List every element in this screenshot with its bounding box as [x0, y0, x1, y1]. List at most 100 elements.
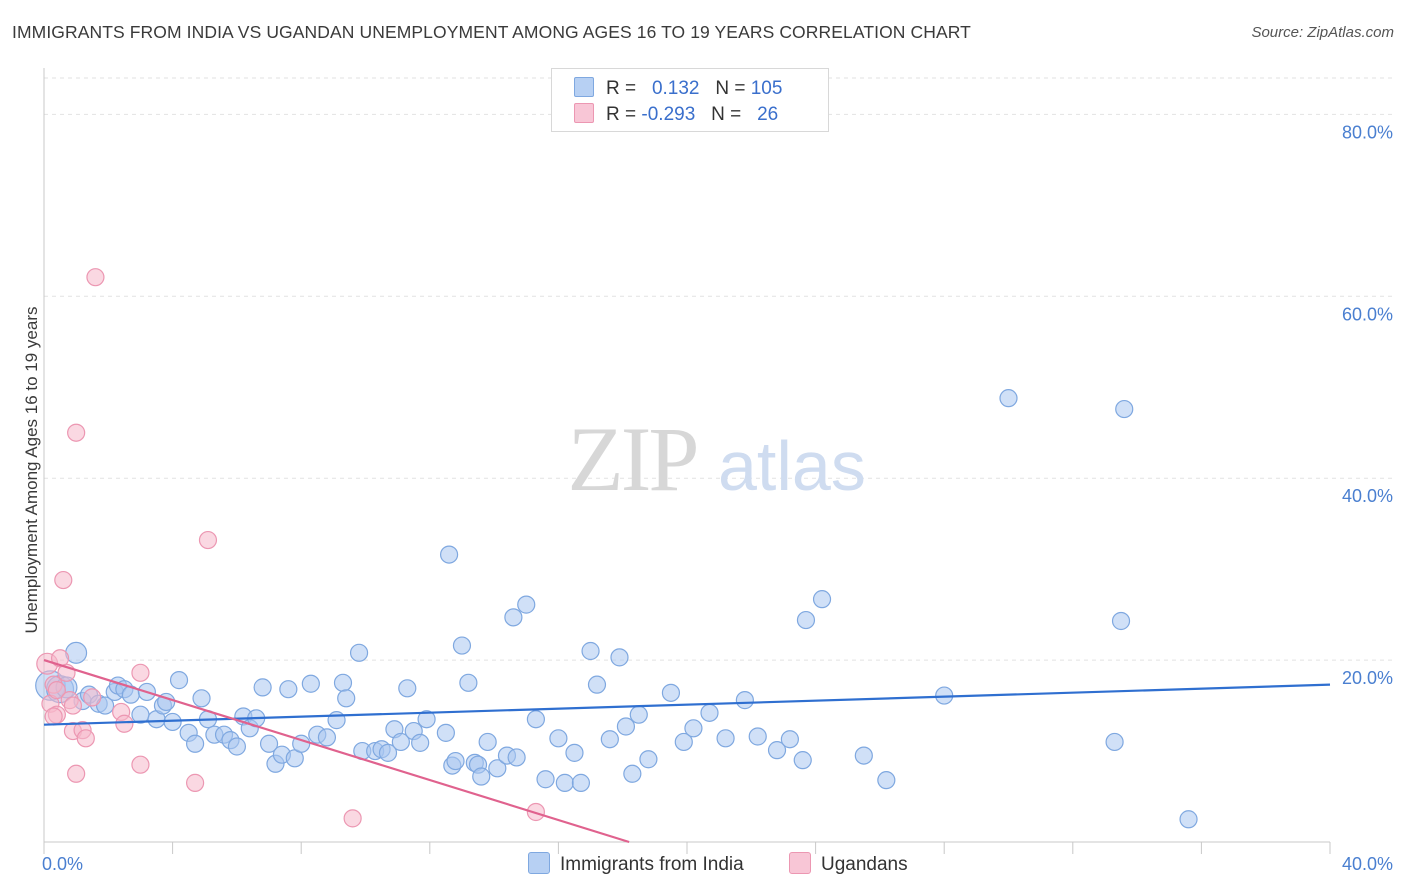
india-point-88 [735, 691, 754, 710]
uganda-swatch [574, 103, 594, 123]
india-point-89 [748, 727, 767, 746]
india-point-47 [378, 743, 398, 762]
india-point-95 [854, 746, 873, 765]
points-layer [35, 268, 1198, 829]
india-point-18 [169, 671, 189, 690]
legend-row-uganda: R = -0.293 N = 26 [574, 103, 778, 129]
x-tick-label-1: 40.0% [1342, 854, 1393, 874]
india-point-67 [507, 748, 526, 767]
india-point-83 [661, 683, 681, 702]
watermark-zip: ZIP [568, 408, 697, 510]
y-tick-label-2: 60.0% [1342, 304, 1393, 324]
india-point-40 [327, 711, 346, 730]
india-point-71 [549, 729, 568, 748]
india-point-75 [581, 641, 600, 661]
india-point-90 [767, 741, 787, 760]
bottom-legend-india: Immigrants from India [528, 852, 744, 876]
chart-source: Source: ZipAtlas.com [1251, 24, 1394, 41]
india-point-69 [526, 710, 545, 729]
india-point-84 [674, 732, 693, 752]
watermark-atlas: atlas [718, 427, 866, 505]
india-point-92 [793, 751, 812, 770]
india-point-43 [349, 643, 369, 662]
india-point-58 [452, 636, 472, 655]
india-point-59 [459, 673, 478, 692]
uganda-point-4 [47, 681, 66, 700]
india-point-91 [780, 730, 799, 749]
x-tick-label-0: 0.0% [42, 854, 83, 874]
bottom-legend-india-label: Immigrants from India [560, 854, 744, 875]
india-point-50 [398, 679, 417, 698]
bottom-legend-uganda-swatch [789, 852, 811, 874]
uganda-point-14 [83, 688, 102, 707]
india-point-99 [1105, 732, 1124, 752]
india-point-7 [95, 696, 115, 715]
watermark: ZIP atlas [568, 408, 866, 510]
india-point-78 [610, 648, 629, 667]
india-point-81 [629, 705, 648, 724]
uganda-point-25 [63, 696, 83, 715]
uganda-point-18 [131, 663, 150, 682]
india-point-26 [227, 737, 246, 756]
india-point-55 [439, 545, 459, 564]
trend-layer [43, 659, 1331, 844]
india-r-label: R = [606, 78, 637, 99]
india-point-102 [1179, 810, 1198, 829]
india-point-30 [253, 678, 272, 697]
india-point-62 [472, 767, 491, 786]
india-point-54 [436, 723, 455, 742]
india-point-86 [700, 703, 719, 722]
india-point-79 [616, 717, 636, 736]
india-point-41 [333, 673, 353, 692]
uganda-point-22 [343, 809, 362, 828]
uganda-point-24 [44, 707, 63, 726]
india-point-21 [192, 689, 211, 708]
axes-layer [43, 68, 1331, 854]
india-point-37 [301, 674, 320, 693]
uganda-point-6 [54, 570, 73, 590]
uganda-r-value: -0.293 [641, 104, 696, 125]
india-point-85 [684, 719, 703, 738]
legend-row-india: R = 0.132 N = 105 [574, 77, 782, 103]
india-point-52 [411, 733, 430, 752]
india-point-76 [587, 675, 607, 694]
y-tick-label-1: 40.0% [1342, 486, 1393, 506]
india-point-74 [571, 773, 591, 792]
uganda-r-label: R = [606, 104, 637, 125]
uganda-point-15 [86, 268, 105, 287]
india-point-72 [555, 773, 574, 792]
india-point-66 [504, 608, 523, 627]
uganda-trend-line [43, 659, 630, 844]
uganda-point-20 [186, 773, 205, 792]
india-point-53 [417, 710, 436, 729]
india-point-20 [186, 734, 205, 753]
india-point-49 [391, 732, 410, 752]
uganda-point-17 [115, 714, 134, 733]
uganda-point-11 [67, 764, 86, 783]
india-point-31 [259, 734, 279, 753]
bottom-legend-india-swatch [528, 852, 550, 874]
india-point-34 [279, 680, 298, 699]
india-point-87 [716, 729, 735, 748]
india-trend-line [43, 683, 1331, 726]
india-swatch [574, 77, 594, 97]
india-point-39 [317, 728, 337, 747]
india-point-63 [478, 732, 497, 752]
uganda-point-19 [131, 755, 150, 774]
y-tick-label-3: 80.0% [1342, 122, 1393, 142]
uganda-point-13 [76, 729, 95, 748]
y-axis-label: Unemployment Among Ages 16 to 19 years [22, 307, 41, 634]
india-point-73 [565, 743, 584, 762]
india-r-value: 0.132 [651, 78, 700, 99]
bottom-legend-uganda: Ugandans [789, 852, 908, 876]
chart-title: IMMIGRANTS FROM INDIA VS UGANDAN UNEMPLO… [12, 22, 971, 42]
grid-layer [44, 77, 1392, 661]
india-point-94 [812, 590, 832, 609]
india-point-42 [337, 689, 356, 708]
india-point-77 [600, 730, 619, 749]
uganda-point-21 [198, 530, 218, 550]
bottom-legend-uganda-label: Ugandans [821, 854, 908, 875]
india-point-70 [536, 770, 555, 789]
india-point-64 [488, 759, 507, 778]
